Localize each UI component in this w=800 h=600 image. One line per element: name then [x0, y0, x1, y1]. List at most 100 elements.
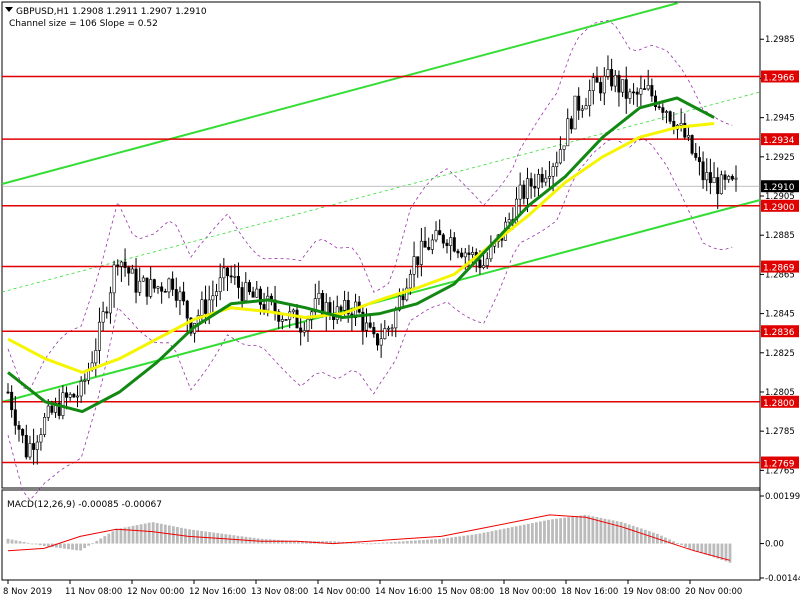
candle-body	[295, 309, 299, 329]
candle-body	[255, 288, 259, 298]
candle-body	[664, 111, 668, 113]
candle-body	[573, 95, 577, 130]
macd-histogram-bar	[684, 543, 688, 547]
macd-histogram-bar	[361, 543, 365, 544]
candle-body	[251, 291, 255, 298]
level-label-1.2966: 1.2966	[763, 73, 795, 83]
candle-body	[390, 327, 394, 330]
macd-histogram-bar	[692, 543, 696, 551]
macd-histogram-bar	[724, 543, 728, 562]
candle-body	[533, 185, 537, 189]
candle-body	[727, 176, 731, 180]
macd-histogram-bar	[131, 525, 135, 544]
candle-body	[43, 417, 47, 435]
candle-body	[6, 391, 10, 394]
candle-body	[708, 172, 712, 184]
candle-body	[149, 279, 153, 297]
current-price-tag	[761, 180, 799, 193]
candle-body	[595, 77, 599, 83]
macd-histogram-bar	[91, 543, 95, 545]
macd-histogram-bar	[127, 526, 131, 544]
candle-body	[174, 289, 178, 301]
candle-body	[394, 309, 398, 329]
candle-body	[650, 85, 654, 97]
macd-histogram-bar	[288, 540, 292, 544]
candle-body	[299, 327, 303, 333]
macd-histogram-bar	[155, 523, 159, 544]
macd-histogram-bar	[14, 540, 18, 544]
level-tag-1.2800	[761, 395, 799, 408]
macd-histogram-bar	[603, 518, 607, 544]
macd-histogram-bar	[599, 517, 603, 544]
macd-histogram-bar	[563, 517, 567, 544]
candle-body	[211, 295, 215, 301]
macd-histogram-bar	[337, 541, 341, 544]
candle-body	[65, 392, 69, 398]
macd-histogram-bar	[325, 541, 329, 544]
candle-body	[555, 162, 559, 167]
candle-body	[445, 242, 449, 246]
candle-body	[200, 299, 204, 316]
macd-histogram-bar	[482, 532, 486, 544]
macd-histogram-bar	[377, 542, 381, 544]
candle-body	[401, 295, 405, 301]
time-tick-label: 19 Nov 08:00	[623, 587, 680, 597]
candle-body	[236, 276, 240, 288]
time-tick-label: 18 Nov 16:00	[561, 587, 618, 597]
time-tick-label: 12 Nov 00:00	[127, 587, 184, 597]
macd-histogram-bar	[115, 529, 119, 544]
macd-histogram-bar	[349, 542, 353, 544]
candle-body	[306, 318, 310, 331]
candle-body	[679, 123, 683, 126]
candle-body	[79, 380, 83, 397]
macd-histogram-bar	[539, 521, 542, 544]
level-label-1.2900: 1.2900	[763, 203, 795, 213]
macd-histogram-bar	[547, 519, 550, 544]
macd-histogram-bar	[385, 542, 389, 544]
level-label-1.2769: 1.2769	[763, 460, 795, 470]
main-panel-frame	[1, 1, 761, 489]
candle-body	[317, 293, 321, 299]
macd-histogram-bar	[635, 527, 639, 544]
time-tick-label: 12 Nov 16:00	[189, 587, 246, 597]
macd-histogram-bar	[401, 541, 405, 544]
macd-histogram-bar	[119, 528, 123, 544]
candle-body	[247, 282, 251, 293]
macd-histogram-bar	[704, 543, 708, 555]
macd-histogram-bar	[688, 543, 692, 549]
candle-body	[657, 106, 661, 108]
macd-histogram-bar	[103, 536, 107, 544]
candle-body	[46, 405, 50, 418]
candle-body	[72, 393, 76, 398]
macd-histogram-bar	[575, 516, 579, 544]
candle-body	[540, 173, 544, 183]
candle-body	[419, 240, 423, 265]
macd-histogram-bar	[708, 543, 712, 557]
candle-body	[606, 69, 610, 77]
candle-body	[156, 286, 160, 289]
candle-body	[97, 321, 101, 351]
candle-body	[584, 105, 588, 110]
candle-body	[280, 319, 284, 322]
candle-body	[244, 282, 248, 301]
candle-body	[690, 135, 694, 154]
candle-body	[522, 184, 526, 199]
symbol-info: GBPUSD,H1 1.2908 1.2911 1.2907 1.2910	[16, 7, 207, 17]
candle-body	[28, 443, 32, 458]
macd-histogram-bar	[393, 541, 397, 544]
macd-histogram-bar	[579, 515, 583, 544]
macd-histogram-bar	[329, 541, 333, 544]
macd-histogram-bar	[595, 517, 599, 544]
macd-histogram-bar	[171, 526, 175, 544]
candle-body	[21, 429, 25, 436]
candle-body	[240, 287, 244, 301]
macd-histogram-bar	[619, 521, 623, 544]
macd-histogram-bar	[389, 542, 393, 544]
macd-histogram-bar	[46, 543, 50, 547]
candle-body	[551, 166, 555, 177]
macd-histogram-bar	[530, 523, 534, 544]
macd-histogram-bar	[83, 543, 87, 549]
candle-body	[617, 75, 621, 93]
price-tick-label: 1.2785	[765, 427, 795, 437]
candle-body	[10, 391, 14, 411]
